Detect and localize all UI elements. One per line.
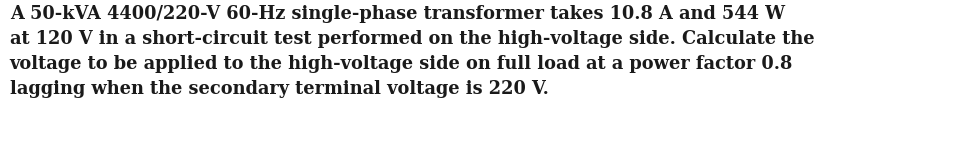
Text: A 50-kVA 4400/220-V 60-Hz single-phase transformer takes 10.8 A and 544 W
at 120: A 50-kVA 4400/220-V 60-Hz single-phase t… [10,5,815,98]
